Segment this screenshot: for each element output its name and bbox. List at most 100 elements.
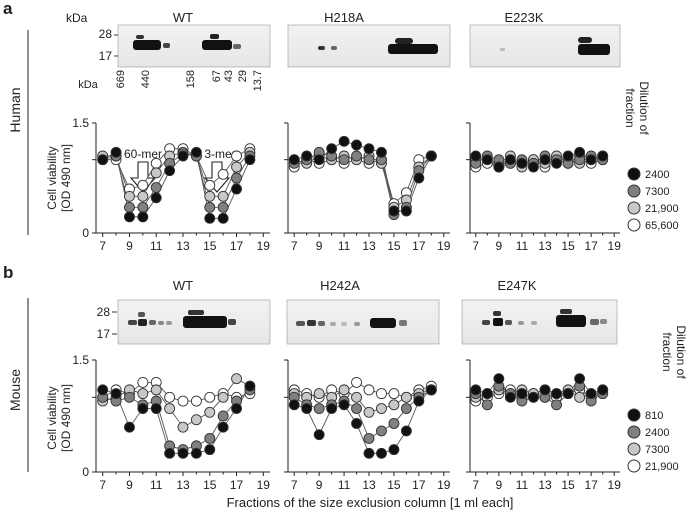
data-point	[150, 192, 162, 204]
blot-a-h218a	[287, 24, 451, 68]
data-point	[231, 172, 242, 184]
x-tick-label: 9	[496, 239, 503, 253]
x-tick-label: 17	[584, 239, 598, 253]
column-title-e223k: E223K	[504, 10, 543, 25]
data-point	[288, 399, 300, 411]
legend-label-21900: 21,900	[645, 461, 679, 473]
data-point	[493, 373, 505, 385]
chart-b-h242a: 7 9 11 13 15 17 19	[284, 359, 451, 492]
data-point	[301, 150, 313, 162]
x-tick-label: 7	[291, 478, 298, 492]
x-tick-label: 11	[338, 239, 351, 253]
x-tick-label: 11	[516, 239, 529, 253]
data-point	[539, 384, 551, 396]
data-point	[376, 403, 387, 414]
data-point	[363, 406, 375, 418]
annotation-3-mer: 3-mer	[204, 147, 235, 161]
chart-b-wt: 0 1.5 7 9 11 13 15 17 19	[72, 353, 270, 492]
legend-b: 810 2400 7300 21,900	[627, 408, 679, 473]
data-point	[504, 154, 516, 166]
data-point	[217, 212, 229, 224]
column-title-e247k: E247K	[497, 278, 536, 293]
data-point	[231, 373, 242, 385]
data-point	[351, 139, 362, 151]
data-point	[376, 146, 387, 158]
data-point	[413, 172, 425, 184]
x-tick-label: 19	[437, 239, 451, 253]
series-line	[102, 153, 251, 208]
data-point	[204, 391, 216, 403]
panel-letter-a: a	[3, 0, 13, 18]
calibration-13-7: 13.7	[252, 70, 264, 91]
data-point	[137, 403, 149, 414]
y-tick-label: 1.5	[72, 353, 89, 367]
data-point	[363, 154, 375, 166]
x-tick-label: 11	[150, 239, 163, 253]
data-point	[376, 425, 387, 437]
column-title-wt: WT	[173, 278, 193, 293]
legend-marker	[627, 184, 641, 198]
data-point	[551, 399, 562, 411]
x-tick-label: 19	[437, 478, 451, 492]
data-point	[204, 201, 216, 213]
calibration-29: 29	[237, 70, 249, 82]
legend-label-2400: 2400	[645, 169, 669, 181]
legend-title-a-line2: fraction	[623, 88, 637, 127]
x-tick-label: 9	[316, 478, 323, 492]
data-point	[351, 150, 362, 162]
data-point	[204, 444, 216, 456]
data-point	[244, 380, 256, 392]
data-point	[376, 447, 387, 459]
data-point	[585, 154, 597, 166]
data-point	[177, 447, 189, 459]
data-point	[351, 418, 362, 429]
shared-xlabel: Fractions of the size exclusion column […	[227, 495, 514, 510]
data-point	[363, 432, 375, 444]
x-tick-label: 13	[176, 478, 190, 492]
data-point	[204, 179, 216, 191]
data-point	[231, 150, 242, 162]
data-point	[562, 388, 574, 400]
blot-b-h242a	[286, 299, 440, 345]
data-point	[150, 403, 162, 414]
data-point	[574, 146, 586, 158]
data-point	[313, 154, 325, 166]
x-tick-label: 15	[203, 478, 217, 492]
data-point	[597, 384, 609, 396]
data-point	[177, 150, 189, 162]
marker-17: 17	[99, 49, 113, 63]
chart-b-e247k: 7 9 11 13 15 17 19	[466, 359, 621, 492]
data-point	[137, 190, 149, 202]
data-point	[481, 154, 493, 166]
x-tick-label: 15	[387, 478, 401, 492]
legend-title-b-line2: fraction	[660, 332, 674, 371]
data-point	[539, 154, 551, 166]
legend-a: 2400 7300 21,900 65,600	[627, 167, 679, 232]
data-point	[388, 205, 400, 217]
calibration-669: 669	[115, 70, 127, 88]
data-point	[217, 201, 229, 213]
x-tick-label: 15	[561, 478, 575, 492]
x-tick-label: 11	[338, 478, 351, 492]
marker-28: 28	[99, 27, 113, 41]
legend-marker	[627, 218, 641, 232]
data-point	[585, 388, 597, 400]
legend-label-7300: 7300	[645, 444, 669, 456]
blot-a-wt	[117, 24, 271, 68]
data-point	[190, 414, 202, 426]
x-tick-label: 7	[472, 239, 479, 253]
data-point	[110, 388, 122, 400]
data-point	[562, 150, 574, 162]
column-title-h218a: H218A	[324, 10, 364, 25]
legend-title-b-line1: Dilution of	[674, 325, 688, 379]
data-point	[313, 403, 325, 414]
legend-label-7300: 7300	[645, 186, 669, 198]
data-point	[351, 391, 362, 403]
data-point	[164, 165, 176, 177]
data-point	[204, 212, 216, 224]
legend-label-21900: 21,900	[645, 203, 679, 215]
blot-b-e247k	[461, 299, 618, 345]
data-point	[177, 421, 189, 433]
data-point	[137, 201, 149, 213]
data-point	[400, 425, 412, 437]
